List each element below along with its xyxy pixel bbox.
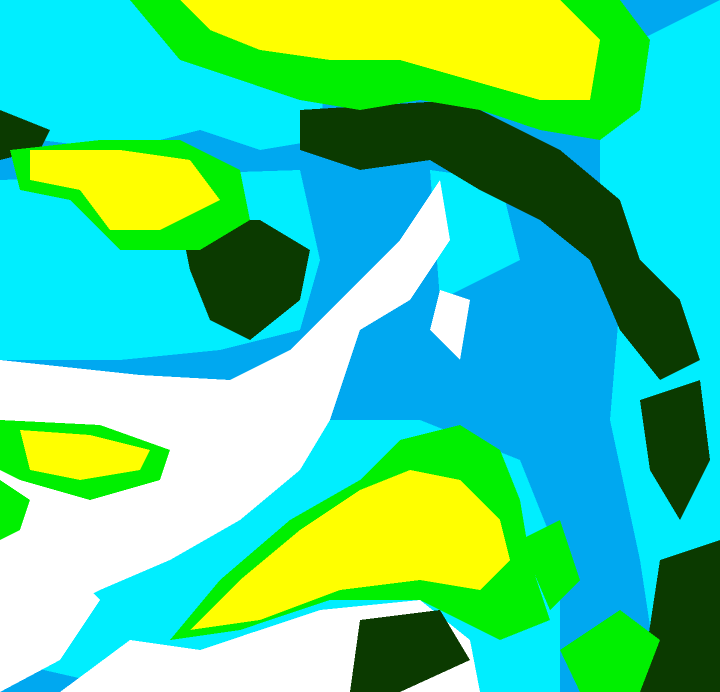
- yellow-regions: [20, 0, 600, 630]
- dark-green-regions: [0, 100, 720, 692]
